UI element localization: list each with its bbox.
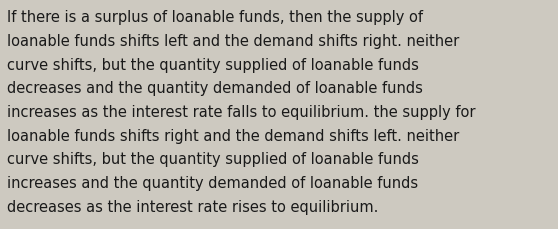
Text: decreases as the interest rate rises to equilibrium.: decreases as the interest rate rises to … [7,199,379,214]
Text: curve shifts, but the quantity supplied of loanable funds: curve shifts, but the quantity supplied … [7,152,419,167]
Text: increases and the quantity demanded of loanable funds: increases and the quantity demanded of l… [7,175,418,190]
Text: curve shifts, but the quantity supplied of loanable funds: curve shifts, but the quantity supplied … [7,57,419,72]
Text: loanable funds shifts left and the demand shifts right. neither: loanable funds shifts left and the deman… [7,34,459,49]
Text: decreases and the quantity demanded of loanable funds: decreases and the quantity demanded of l… [7,81,423,96]
Text: loanable funds shifts right and the demand shifts left. neither: loanable funds shifts right and the dema… [7,128,459,143]
Text: If there is a surplus of loanable funds, then the supply of: If there is a surplus of loanable funds,… [7,10,424,25]
Text: increases as the interest rate falls to equilibrium. the supply for: increases as the interest rate falls to … [7,105,476,120]
